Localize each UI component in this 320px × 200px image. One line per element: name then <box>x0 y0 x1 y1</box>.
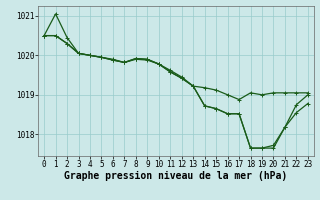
X-axis label: Graphe pression niveau de la mer (hPa): Graphe pression niveau de la mer (hPa) <box>64 171 288 181</box>
